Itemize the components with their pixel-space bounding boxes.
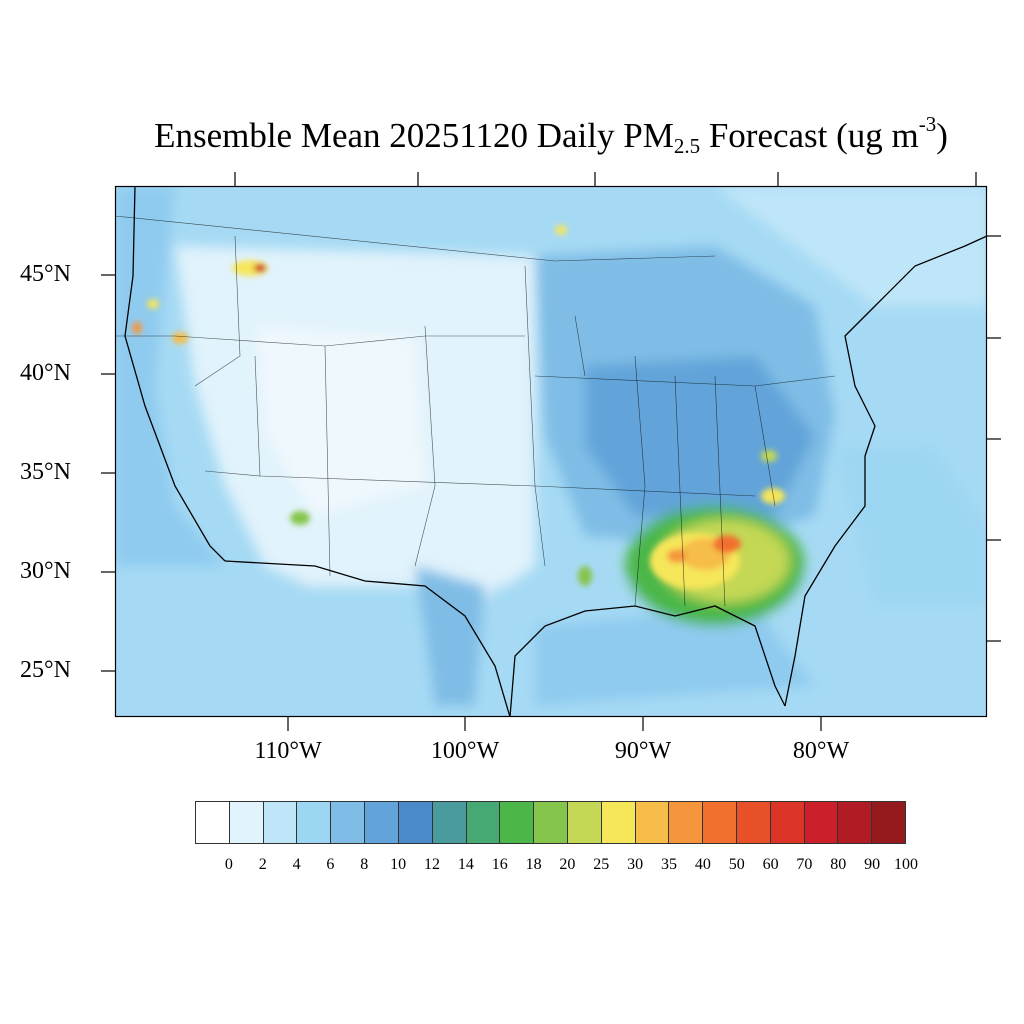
colorbar-box [195,801,229,844]
colorbar-box [769,801,804,844]
colorbar-label: 40 [694,856,711,873]
colorbar-box [600,801,635,844]
colorbar-box [262,801,297,844]
colorbar-label: 30 [627,856,644,873]
colorbar-box [668,801,703,844]
lon-label-80w: 80°W [792,738,850,764]
colorbar-label: 90 [864,856,881,873]
colorbar-label: 12 [424,856,440,873]
colorbar-box [465,801,500,844]
colorbar-label: 6 [326,856,335,873]
colorbar-box [364,801,398,844]
colorbar-label: 8 [360,856,369,873]
colorbar-label: 18 [525,856,542,873]
lat-label-45n: 45°N [20,261,71,287]
colorbar-box [431,801,466,844]
concentration-field [115,186,987,717]
colorbar-box [296,801,331,844]
colorbar-label: 50 [728,856,745,873]
colorbar-box [736,801,770,844]
colorbar-label: 35 [661,856,677,873]
colorbar-label: 0 [224,856,233,873]
colorbar-box [499,801,534,844]
colorbar-label: 60 [762,856,779,873]
colorbar-box [634,801,669,844]
state-lines [115,215,836,607]
colorbar-label: 20 [559,856,576,873]
colorbar-box [871,801,907,844]
colorbar-box [702,801,736,844]
colorbar-label: 16 [491,856,508,873]
colorbar-label: 100 [894,856,918,873]
colorbar-label: 25 [593,856,610,873]
colorbar-box [566,801,601,844]
colorbar-label: 14 [457,856,474,873]
pm25-forecast-map [115,186,987,717]
lat-label-35n: 35°N [20,459,71,485]
colorbar-box [397,801,432,844]
lon-label-90w: 90°W [614,738,672,764]
colorbar [195,801,907,844]
colorbar-label: 2 [258,856,267,873]
colorbar-label: 4 [292,856,301,873]
hotspots [132,225,785,589]
colorbar-box [228,801,263,844]
colorbar-box [803,801,838,844]
colorbar-box [837,801,872,844]
colorbar-box [330,801,365,844]
coastlines-borders [124,186,987,717]
lat-label-30n: 30°N [20,558,71,584]
colorbar-label: 70 [796,856,813,873]
colorbar-label: 10 [390,856,407,873]
lon-label-100w: 100°W [430,738,500,764]
colorbar-label: 80 [830,856,847,873]
lat-label-40n: 40°N [20,360,71,386]
chart-title: Ensemble Mean 20251120 Daily PM2.5 Forec… [154,112,948,158]
lat-label-25n: 25°N [20,657,71,683]
colorbar-box [533,801,567,844]
lon-label-110w: 110°W [254,738,322,764]
